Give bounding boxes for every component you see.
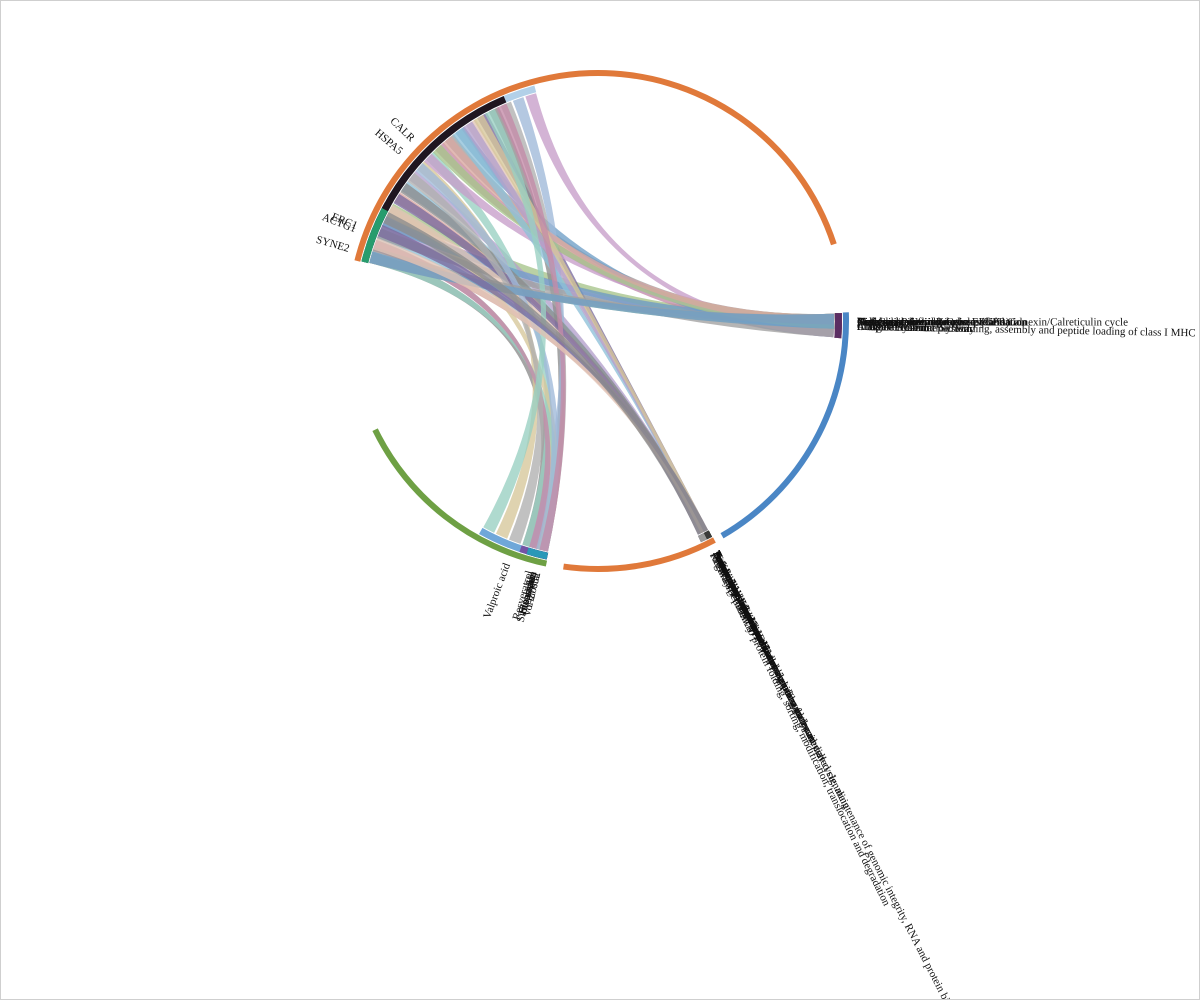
chord-ribbon <box>407 172 544 544</box>
chord-ribbon <box>483 108 547 533</box>
label-n-glycan-trimming-in-the-er-and-calnexin-calreticulin-cycle: N-glycan trimming in the ER and Calnexin… <box>857 316 1128 328</box>
chord-ribbon <box>415 163 560 552</box>
chord-ribbon <box>525 93 834 338</box>
segment-estradiol <box>526 547 549 560</box>
label-antigen-processing-cross-presentation: Antigen processing-Cross presentation <box>857 316 1028 328</box>
label-adaptive-immune-system: Adaptive Immune System <box>857 321 973 335</box>
label-cell-cycle: Cell Cycle <box>857 316 904 328</box>
label-metabolism-of-proteins: Metabolism of proteins <box>857 316 960 328</box>
segment-actg1 <box>361 208 388 264</box>
label-classic-metabolic-pathway: Classic metabolic pathway <box>857 321 976 335</box>
label-asparagine-n-linked-glycosylation: Asparagine N-linked glycosylation <box>857 316 1011 328</box>
group-band-pathways-bottom <box>563 537 716 572</box>
label-diabetes-pathways: Diabetes pathways <box>857 316 940 328</box>
label-unfolded-protein-response-upr: Unfolded Protein Response (UPR) <box>857 316 1010 328</box>
segment-il1-pathway <box>703 530 712 540</box>
label-calnexin-calreticulin-cycle: Calnexin/calreticulin cycle <box>857 316 975 328</box>
label-syne2: SYNE2 <box>315 234 351 255</box>
segment-classic-metabolic-pathway <box>834 313 842 339</box>
label-immune-system: Immune System <box>857 321 929 334</box>
label-pathway-pertinent-to-protein-folding-sorting-modification-translocation-and-degradation: Pathway pertinent to protein folding, so… <box>707 551 893 909</box>
segment-arcs <box>354 69 850 572</box>
label-post-translational-protein-modification: Post-translational protein modification <box>857 316 1027 328</box>
chord-ribbon <box>369 251 834 329</box>
label-valproic-acid: Valproic acid <box>481 561 513 620</box>
chord-ribbons <box>369 93 834 552</box>
chord-ribbon <box>496 103 566 552</box>
group-band-pathways-right <box>720 312 850 539</box>
chord-ribbon <box>512 97 565 550</box>
